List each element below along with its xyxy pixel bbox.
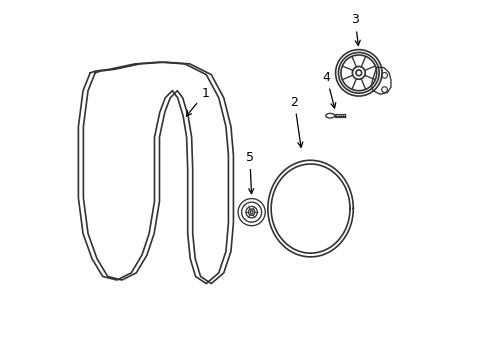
Text: 2: 2 xyxy=(290,95,302,147)
Text: 4: 4 xyxy=(322,71,335,108)
Text: 1: 1 xyxy=(186,87,209,116)
Text: 5: 5 xyxy=(245,151,253,194)
Text: 3: 3 xyxy=(350,13,360,45)
